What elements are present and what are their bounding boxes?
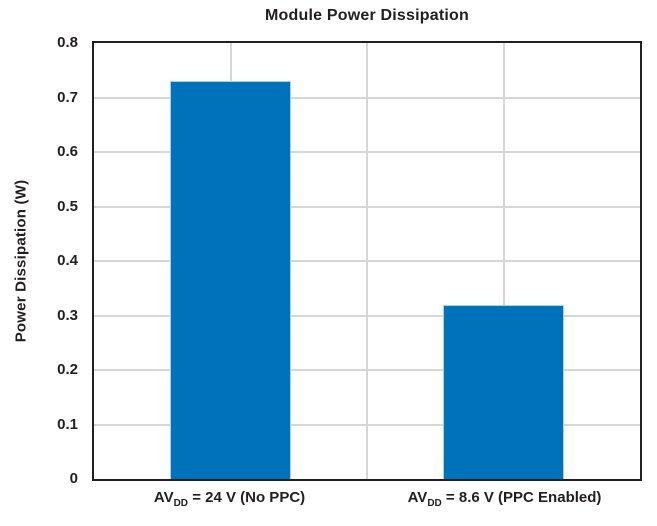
horizontal-gridline [94,205,640,208]
bar-1 [169,81,292,479]
plot-area [92,41,642,481]
x-label-rest: = 8.6 V (PPC Enabled) [441,489,602,506]
y-axis-tick-labels: 0 0.1 0.2 0.3 0.4 0.5 0.6 0.7 0.8 [0,34,84,487]
x-label-rest: = 24 V (No PPC) [188,489,306,506]
y-tick-label: 0.3 [57,306,78,324]
y-tick-label: 0.6 [57,143,78,160]
horizontal-gridline [94,151,640,153]
x-label-prefix: AV [153,489,174,506]
horizontal-gridline [94,260,640,262]
horizontal-gridline [94,369,640,371]
x-label-subscript: DD [427,498,442,509]
y-tick-label: 0.8 [57,34,78,51]
bar-2 [442,304,565,479]
y-tick-label: 0.5 [57,197,78,215]
x-tick-label-ppc-enabled: AVDD = 8.6 V (PPC Enabled) [367,489,642,509]
x-axis-tick-labels: AVDD = 24 V (No PPC) AVDD = 8.6 V (PPC E… [92,489,642,509]
y-tick-label: 0.2 [57,361,78,378]
x-label-subscript: DD [173,498,189,509]
y-tick-label: 0 [69,470,78,487]
horizontal-gridline [94,423,640,426]
chart-title: Module Power Dissipation [265,7,469,24]
y-tick-label: 0.7 [57,88,78,106]
y-tick-label: 0.4 [57,252,78,269]
x-label-prefix: AV [407,489,428,506]
x-tick-label-no-ppc: AVDD = 24 V (No PPC) [92,489,367,509]
y-tick-label: 0.1 [57,415,78,433]
horizontal-gridline [94,314,640,317]
horizontal-gridline [94,96,640,99]
